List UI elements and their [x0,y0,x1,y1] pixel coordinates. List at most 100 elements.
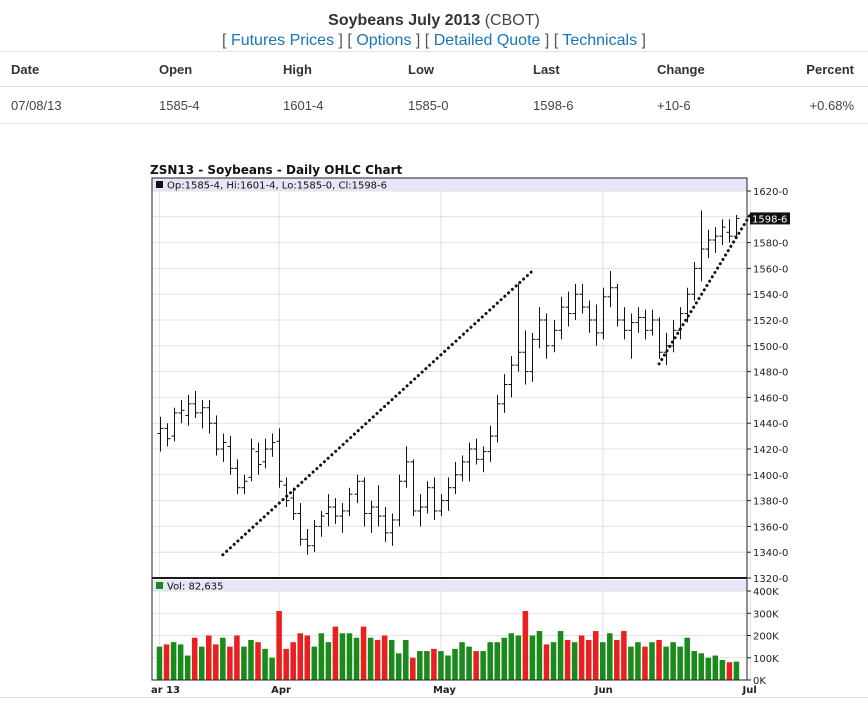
volume-bar [241,646,247,680]
volume-bar [642,646,648,680]
price-axis-ticks: 1320-0 1340-0 1360-0 1380-0 1400-0 1420-0 1440… [747,187,790,585]
price-tick-label: 1480-0 [753,368,788,379]
volume-bar [571,642,578,680]
ohlc-bar [438,494,445,517]
volume-bar [515,635,522,680]
volume-bar [353,637,360,680]
ohlc-bar [213,415,220,456]
price-tick-label: 1420-0 [753,445,788,456]
volume-bar [536,631,543,680]
volume-legend-band [152,580,747,591]
volume-bar [684,637,690,680]
volume-bar [417,651,423,680]
volume-bar [395,653,402,680]
volume-bar [726,662,733,680]
ohlc-bar [726,219,733,243]
x-tick-label: ar 13 [151,685,180,696]
volume-bar [339,633,346,680]
volume-bar [198,646,205,680]
x-tick-label: Apr [271,685,291,696]
ohlc-bar [431,477,438,520]
ohlc-bar [304,528,311,555]
ohlc-bar [543,313,550,359]
ohlc-bar [712,227,719,253]
x-tick-label: May [433,685,456,696]
ohlc-bar [635,307,642,333]
ohlc-bar [600,287,607,340]
volume-bar [459,642,465,680]
ohlc-bar [705,229,712,259]
cell-percent: +0.68% [809,97,854,113]
volume-bar [585,639,592,680]
ohlc-bar [487,425,494,462]
x-tick-label: Jun [594,685,613,696]
ohlc-legend-swatch [156,181,163,188]
ohlc-bar [164,423,171,447]
nav-detailed-quote-link[interactable]: Detailed Quote [433,32,541,49]
ohlc-bar [171,407,178,442]
ohlc-bar [339,503,346,533]
volume-bar [297,633,303,680]
cell-last: 1598-6 [533,97,574,113]
volume-bar [255,642,261,680]
volume-bar [290,642,296,680]
cell-date: 07/08/13 [11,97,62,113]
volume-bars [156,611,740,680]
volume-bar [600,642,606,680]
volume-bar [712,655,719,680]
nav-technicals-link[interactable]: Technicals [562,32,638,49]
volume-bar [332,626,339,680]
col-low-header: Low [408,61,434,77]
ohlc-bar [220,433,227,462]
page-header: Soybeans July 2013 (CBOT) [ Futures Pric… [0,12,868,50]
ohlc-bar [684,287,691,323]
volume-bar [663,646,669,680]
ohlc-bar [494,394,501,443]
price-tick-label: 1580-0 [753,239,788,250]
volume-bar [311,646,318,680]
quote-table-row: 07/08/13 1585-4 1601-4 1585-0 1598-6 +10… [0,86,868,124]
ohlc-bar [649,309,656,336]
ohlc-bar [396,474,403,527]
ohlc-bar [234,459,241,495]
col-high-header: High [283,61,312,77]
ohlc-chart: ZSN13 - Soybeans - Daily OHLC Chart Op:1… [150,163,790,696]
volume-bar [304,635,311,680]
ohlc-bar [663,332,670,366]
volume-bar [466,646,472,680]
ohlc-bar [354,474,361,504]
volume-bar [403,639,409,680]
volume-bar [220,637,226,680]
nav-futures-prices-link[interactable]: Futures Prices [230,32,335,49]
ohlc-bar [445,477,452,511]
ohlc-bar [178,399,185,424]
ohlc-legend-text: Op:1585-4, Hi:1601-4, Lo:1585-0, Cl:1598… [167,181,387,192]
volume-bar [621,631,627,680]
volume-bar [487,642,493,680]
ohlc-bar [452,461,459,495]
ohlc-bar [403,446,410,488]
ohlc-bar [417,494,424,527]
ohlc-bar [283,477,290,508]
volume-bar [445,655,451,680]
price-grid [152,190,752,579]
ohlc-bar [579,283,586,314]
volume-bar [473,651,479,680]
volume-bar [170,642,177,680]
nav-options-link[interactable]: Options [356,32,412,49]
price-tick-label: 1620-0 [753,187,788,198]
volume-bar [670,642,676,680]
ohlc-bar [508,356,515,398]
ohlc-bar [290,487,297,520]
volume-bar [592,631,599,680]
volume-bar [234,635,240,680]
volume-panel-frame [151,577,748,681]
ohlc-bar [656,317,663,359]
volume-bar [346,633,353,680]
volume-bar [719,659,726,680]
volume-bar [614,639,620,680]
trendlines [221,212,753,557]
exchange-label: (CBOT) [484,12,540,29]
volume-bar [283,648,289,680]
ohlc-bar [698,210,705,282]
